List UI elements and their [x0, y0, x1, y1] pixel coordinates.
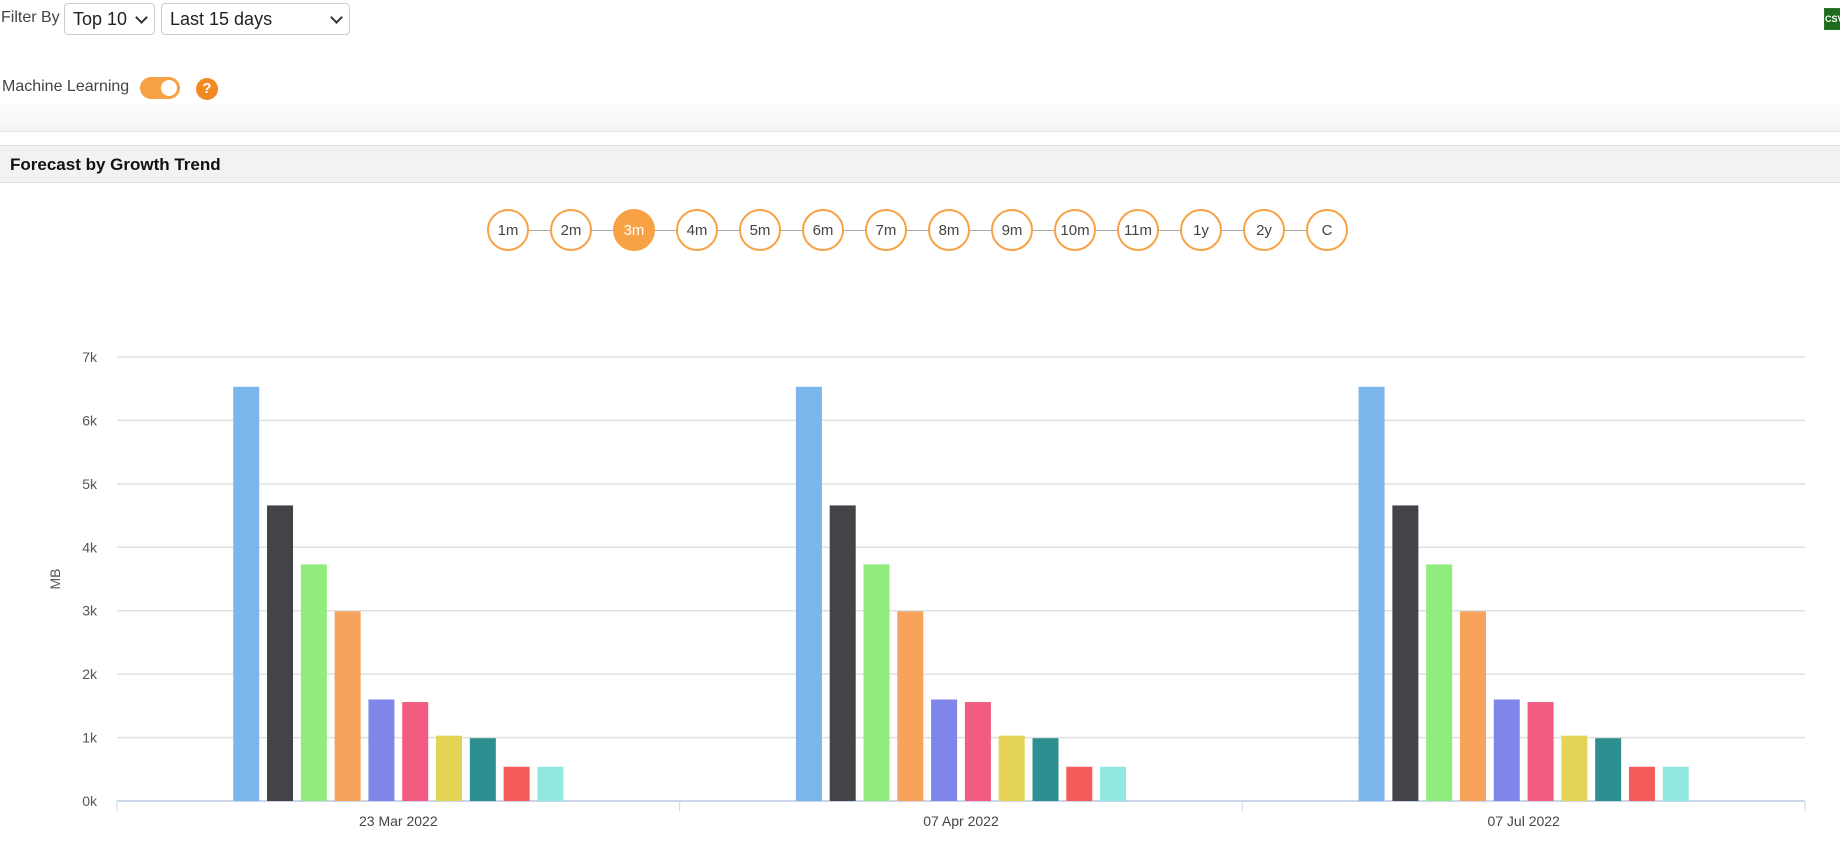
bar: [300, 564, 327, 801]
period-connector: [844, 229, 865, 231]
bar: [1561, 735, 1588, 801]
bar: [1100, 766, 1127, 801]
period-2m[interactable]: 2m: [550, 209, 592, 251]
period-4m[interactable]: 4m: [676, 209, 718, 251]
bar: [1662, 766, 1689, 801]
period-11m[interactable]: 11m: [1117, 209, 1159, 251]
period-C[interactable]: C: [1306, 209, 1348, 251]
period-connector: [1096, 229, 1117, 231]
bar: [1392, 505, 1419, 801]
x-tick-label: 07 Jul 2022: [1487, 813, 1560, 829]
bar: [368, 699, 395, 801]
period-connector: [529, 229, 550, 231]
bar: [1358, 386, 1385, 801]
bar: [233, 386, 260, 801]
bar: [1527, 702, 1554, 801]
toggle-knob: [161, 80, 177, 96]
bar: [1066, 766, 1093, 801]
period-6m[interactable]: 6m: [802, 209, 844, 251]
period-1y[interactable]: 1y: [1180, 209, 1222, 251]
help-icon[interactable]: ?: [196, 78, 218, 100]
y-tick-label: 0k: [82, 793, 98, 809]
y-tick-label: 1k: [82, 730, 98, 746]
bar: [998, 735, 1025, 801]
bar: [964, 702, 991, 801]
x-tick-label: 07 Apr 2022: [923, 813, 999, 829]
bar: [1628, 766, 1655, 801]
bar: [863, 564, 890, 801]
bar: [795, 386, 822, 801]
y-axis-title: MB: [47, 569, 63, 590]
section-header: Forecast by Growth Trend: [0, 145, 1840, 183]
y-tick-label: 3k: [82, 603, 98, 619]
machine-learning-label: Machine Learning: [2, 78, 130, 95]
period-connector: [718, 229, 739, 231]
period-connector: [970, 229, 991, 231]
date-range-select[interactable]: Last 15 days: [161, 3, 350, 35]
period-connector: [1033, 229, 1054, 231]
section-title: Forecast by Growth Trend: [10, 155, 221, 174]
period-connector: [592, 229, 613, 231]
period-connector: [1222, 229, 1243, 231]
date-range-value: Last 15 days: [170, 8, 273, 29]
period-5m[interactable]: 5m: [739, 209, 781, 251]
bar: [1426, 564, 1453, 801]
bar: [267, 505, 294, 801]
bar: [1032, 738, 1059, 801]
period-7m[interactable]: 7m: [865, 209, 907, 251]
bar: [469, 738, 496, 801]
bar: [1493, 699, 1520, 801]
bar: [829, 505, 856, 801]
period-connector: [1285, 229, 1306, 231]
period-connector: [781, 229, 802, 231]
bar: [1595, 738, 1622, 801]
bar: [1459, 611, 1486, 801]
x-tick-label: 23 Mar 2022: [359, 813, 438, 829]
period-connector: [1159, 229, 1180, 231]
csv-export-icon[interactable]: CSV: [1824, 8, 1840, 30]
bar: [897, 611, 924, 801]
period-2y[interactable]: 2y: [1243, 209, 1285, 251]
bar: [436, 735, 463, 801]
y-tick-label: 7k: [82, 349, 98, 365]
period-connector: [907, 229, 928, 231]
period-8m[interactable]: 8m: [928, 209, 970, 251]
period-9m[interactable]: 9m: [991, 209, 1033, 251]
y-tick-label: 2k: [82, 666, 98, 682]
machine-learning-toggle[interactable]: [140, 77, 180, 99]
period-10m[interactable]: 10m: [1054, 209, 1096, 251]
period-selector: 1m 2m 3m 4m 5m 6m 7m 8m 9m 10m 11m 1y 2y C: [487, 209, 1348, 251]
top-n-select[interactable]: Top 10: [64, 3, 155, 35]
bar: [334, 611, 361, 801]
y-tick-label: 5k: [82, 476, 98, 492]
divider-band: [0, 100, 1840, 132]
bar: [402, 702, 429, 801]
period-3m[interactable]: 3m: [613, 209, 655, 251]
bar: [503, 766, 530, 801]
bar: [931, 699, 958, 801]
top-n-value: Top 10: [73, 8, 128, 29]
period-1m[interactable]: 1m: [487, 209, 529, 251]
y-tick-label: 4k: [82, 539, 98, 555]
period-connector: [655, 229, 676, 231]
filter-by-label: Filter By: [1, 9, 60, 26]
y-tick-label: 6k: [82, 412, 98, 428]
bar: [537, 766, 564, 801]
